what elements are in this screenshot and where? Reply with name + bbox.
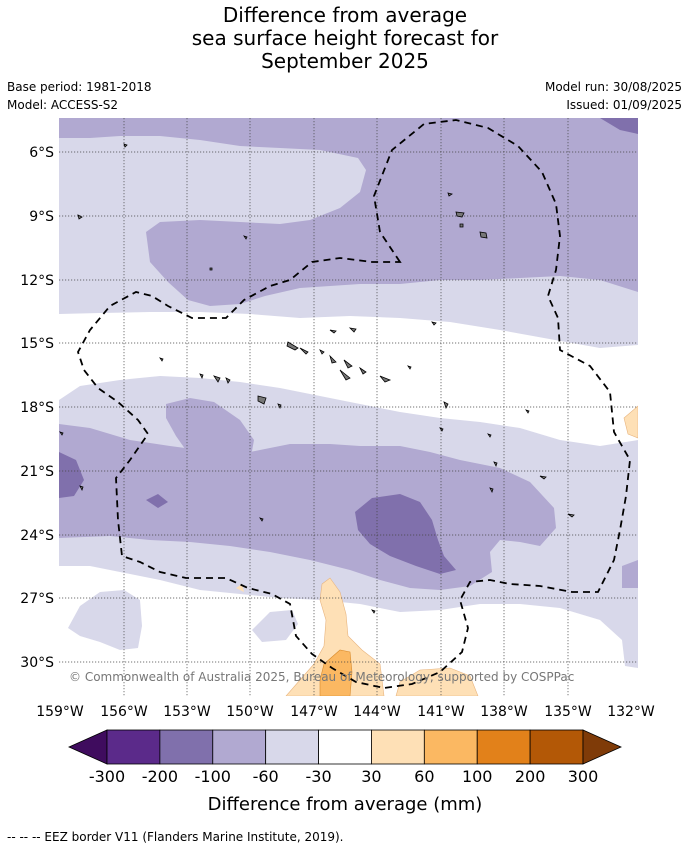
colorbar-bin [423, 729, 478, 765]
lon-tick: 153°W [163, 704, 211, 720]
colorbar-bin [265, 729, 319, 765]
colorbar-tick-label: -60 [253, 767, 279, 786]
lat-tick: 30°S [20, 655, 54, 671]
contour-light-purple-s2 [252, 610, 298, 642]
colorbar-tick-label: -30 [305, 767, 331, 786]
contour-mid-purple-west [166, 398, 254, 474]
colorbar-tick-label: -100 [195, 767, 231, 786]
colorbar-bin [529, 729, 584, 765]
island-markers [59, 143, 575, 614]
contour-light-purple-sw [68, 590, 142, 650]
base-period: Base period: 1981-2018 [7, 80, 152, 94]
lon-tick: 150°W [226, 704, 274, 720]
lat-tick: 9°S [29, 209, 54, 225]
lon-tick: 141°W [417, 704, 465, 720]
lon-tick: 135°W [544, 704, 592, 720]
lon-tick: 138°W [480, 704, 528, 720]
colorbar-tick-label: -200 [142, 767, 178, 786]
colorbar-tick-label: 60 [414, 767, 434, 786]
colorbar-label: Difference from average (mm) [207, 794, 483, 815]
eez-border [77, 119, 631, 689]
lon-tick: 156°W [100, 704, 148, 720]
eez-footnote: -- -- -- EEZ border V11 (Flanders Marine… [7, 830, 344, 844]
contour-dark-purple-ne [600, 118, 638, 134]
lat-tick-labels: 6°S 9°S 12°S 15°S 18°S 21°S 24°S 27°S 30… [20, 145, 54, 671]
colorbar-bin [371, 729, 425, 765]
lon-tick-labels: 159°W 156°W 153°W 150°W 147°W 144°W 141°… [36, 704, 655, 720]
colorbar-tick-label: 100 [462, 767, 493, 786]
colorbar [68, 729, 622, 765]
colorbar-tick-label: 200 [515, 767, 546, 786]
lon-tick: 159°W [36, 704, 84, 720]
colorbar-tick-label: 300 [568, 767, 599, 786]
colorbar-bin [318, 729, 372, 765]
contour-mid-purple-east [622, 560, 638, 588]
contour-light-orange-se [395, 667, 479, 696]
copyright-note: © Commonwealth of Australia 2025, Bureau… [69, 670, 574, 684]
lat-tick: 27°S [20, 591, 54, 607]
model-name: Model: ACCESS-S2 [7, 98, 119, 112]
colorbar-bin [476, 729, 531, 765]
colorbar-bin [106, 729, 161, 765]
meta-right: Model run: 30/08/2025 Issued: 01/09/2025 [545, 78, 682, 114]
title-line-1: Difference from average [222, 3, 468, 27]
colorbar-bin [159, 729, 214, 765]
lat-tick: 6°S [29, 145, 54, 161]
colorbar-bin [212, 729, 267, 765]
contour-mid-purple-north [59, 118, 638, 306]
lat-tick: 18°S [20, 400, 54, 416]
issued-date: Issued: 01/09/2025 [566, 98, 682, 112]
contour-dark-purple-south [355, 494, 456, 574]
colorbar-arrow-low [68, 729, 108, 765]
lat-tick: 21°S [20, 464, 54, 480]
colorbar-tick-label: -300 [89, 767, 125, 786]
lat-tick: 15°S [20, 336, 54, 352]
chart-title: Difference from average sea surface heig… [0, 4, 690, 73]
lon-tick: 132°W [607, 704, 655, 720]
lat-tick: 12°S [20, 273, 54, 289]
colorbar-ticks: -300 -200 -100 -60 -30 30 60 100 200 300 [89, 767, 598, 786]
meta-left: Base period: 1981-2018 Model: ACCESS-S2 [7, 78, 152, 114]
contour-light-orange-south [285, 577, 385, 696]
colorbar-arrow-high [582, 729, 622, 765]
model-run: Model run: 30/08/2025 [544, 80, 682, 94]
colorbar-tick-label: 30 [361, 767, 381, 786]
lon-tick: 144°W [353, 704, 401, 720]
lat-tick: 24°S [20, 528, 54, 544]
contour-mid-orange-south [319, 649, 353, 696]
lon-tick: 147°W [290, 704, 338, 720]
title-line-3: September 2025 [261, 49, 429, 73]
title-line-2: sea surface height forecast for [191, 26, 499, 50]
map-plot-area [59, 118, 638, 696]
contour-light-orange-east [623, 405, 638, 439]
contour-dark-purple-west [59, 452, 84, 498]
contour-dark-purple-small [146, 494, 168, 508]
